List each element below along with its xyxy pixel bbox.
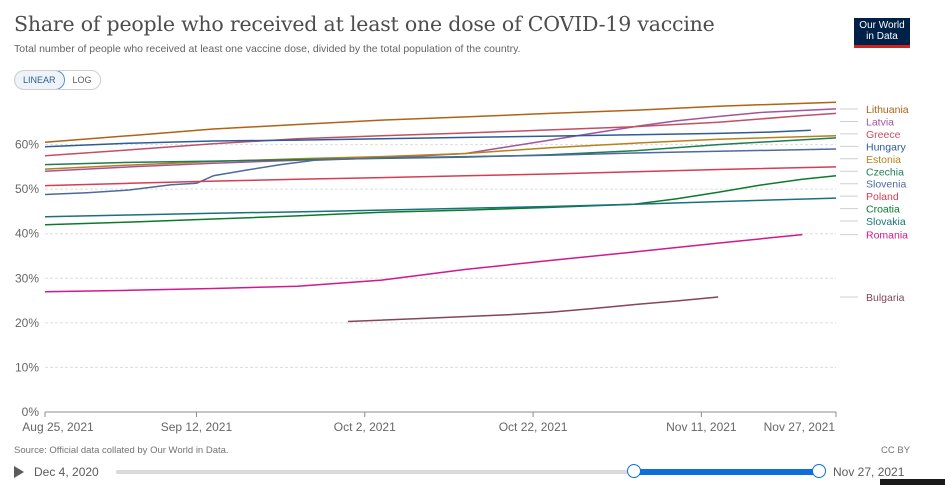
y-tick-label: 40%	[15, 227, 39, 241]
line-chart: 0% 10% 20% 30% 40% 50% 60% Aug 25, 2021 Sep 12, …	[0, 0, 945, 445]
x-tick-label: Nov 11, 2021	[666, 420, 737, 434]
legend-label-bulgaria: Bulgaria	[866, 292, 905, 304]
source-note: Source: Official data collated by Our Wo…	[14, 445, 229, 456]
series-line-slovakia	[45, 198, 836, 217]
timeline-start-handle[interactable]	[627, 464, 641, 478]
timeline-selected-range	[634, 469, 820, 475]
y-tick-label: 50%	[15, 182, 39, 196]
x-tick-label: Aug 25, 2021	[22, 420, 94, 434]
window-edge-bar	[880, 479, 945, 485]
series-line-greece	[45, 113, 836, 155]
legend-label-hungary: Hungary	[866, 141, 906, 153]
x-tick-label: Nov 27, 2021	[764, 420, 836, 434]
y-tick-label: 20%	[15, 316, 39, 330]
x-tick-label: Sep 12, 2021	[161, 420, 233, 434]
legend-label-poland: Poland	[866, 191, 899, 203]
y-tick-label: 10%	[15, 360, 39, 374]
legend-label-croatia: Croatia	[866, 204, 900, 216]
y-tick-label: 0%	[22, 405, 40, 419]
legend-label-czechia: Czechia	[866, 166, 904, 178]
x-tick-label: Oct 2, 2021	[334, 420, 396, 434]
legend-label-latvia: Latvia	[866, 116, 894, 128]
license-link[interactable]: CC BY	[881, 445, 910, 456]
series-line-croatia	[45, 176, 836, 225]
timeline-end-label: Nov 27, 2021	[833, 465, 904, 479]
legend-label-estonia: Estonia	[866, 154, 901, 166]
legend-label-slovakia: Slovakia	[866, 216, 906, 228]
timeline-end-handle[interactable]	[812, 464, 826, 478]
legend-label-lithuania: Lithuania	[866, 104, 909, 116]
legend-label-romania: Romania	[866, 230, 908, 242]
play-icon[interactable]	[14, 466, 24, 478]
series-line-poland	[45, 167, 836, 186]
series-line-estonia	[45, 136, 836, 169]
legend-label-slovenia: Slovenia	[866, 179, 906, 191]
series-line-bulgaria	[348, 297, 718, 322]
y-tick-label: 60%	[15, 138, 39, 152]
y-tick-label: 30%	[15, 271, 39, 285]
x-tick-label: Oct 22, 2021	[499, 420, 568, 434]
legend-label-greece: Greece	[866, 129, 901, 141]
series-line-romania	[45, 235, 802, 292]
timeline-start-label: Dec 4, 2020	[34, 465, 99, 479]
series-line-slovenia	[45, 149, 836, 195]
